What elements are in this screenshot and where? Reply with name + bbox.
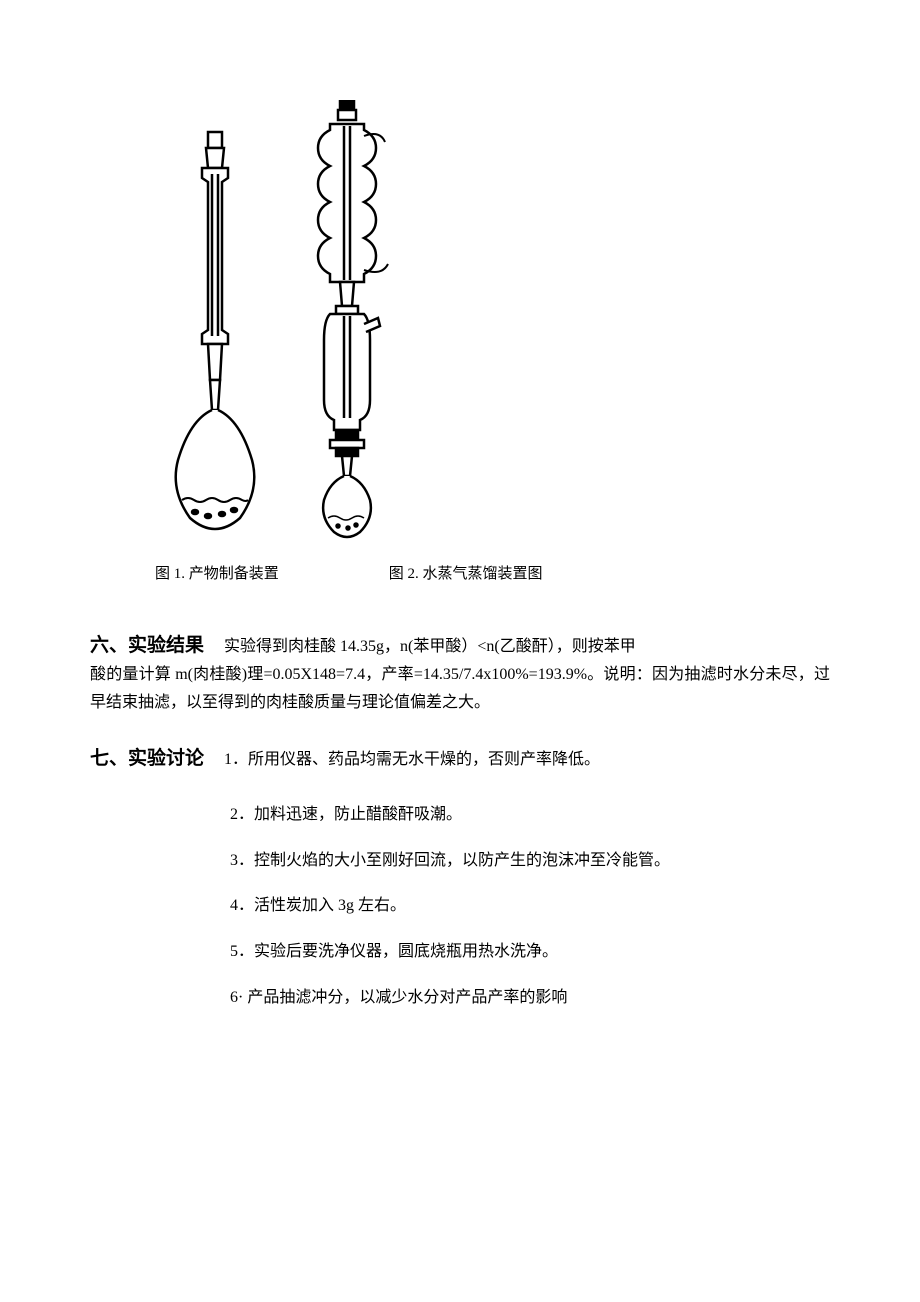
figure-2-steam-distillation — [300, 100, 395, 550]
figure-captions: 图 1. 产物制备装置 图 2. 水蒸气蒸馏装置图 — [155, 562, 830, 586]
discussion-list: 2．加料迅速，防止醋酸酐吸潮。 3．控制火焰的大小至刚好回流，以防产生的泡沫冲至… — [230, 802, 830, 1010]
section-6-lead: 实验得到肉桂酸 14.35g，n(苯甲酸）<n(乙酸酐），则按苯甲 — [208, 638, 636, 655]
discussion-item-1: 1．所用仪器、药品均需无水干燥的，否则产率降低。 — [208, 751, 600, 768]
discussion-item-6: 6· 产品抽滤冲分，以减少水分对产品产率的影响 — [230, 985, 830, 1011]
section-discussion: 七、实验讨论 1．所用仪器、药品均需无水干燥的，否则产率降低。 2．加料迅速，防… — [90, 744, 830, 1010]
figures-row — [160, 100, 830, 550]
discussion-item-3: 3．控制火焰的大小至刚好回流，以防产生的泡沫冲至冷能管。 — [230, 848, 830, 874]
section-6-body: 酸的量计算 m(肉桂酸)理=0.05X148=7.4，产率=14.35/7.4x… — [90, 661, 830, 715]
figure-1-caption: 图 1. 产物制备装置 — [155, 562, 279, 586]
section-6-heading: 六、实验结果 — [90, 635, 204, 656]
section-7-heading: 七、实验讨论 — [90, 748, 204, 769]
discussion-item-5: 5．实验后要洗净仪器，圆底烧瓶用热水洗净。 — [230, 939, 830, 965]
figure-2-caption: 图 2. 水蒸气蒸馏装置图 — [389, 562, 543, 586]
figure-1-apparatus — [160, 130, 270, 550]
section-results: 六、实验结果 实验得到肉桂酸 14.35g，n(苯甲酸）<n(乙酸酐），则按苯甲… — [90, 631, 830, 716]
discussion-item-4: 4．活性炭加入 3g 左右。 — [230, 893, 830, 919]
discussion-item-2: 2．加料迅速，防止醋酸酐吸潮。 — [230, 802, 830, 828]
